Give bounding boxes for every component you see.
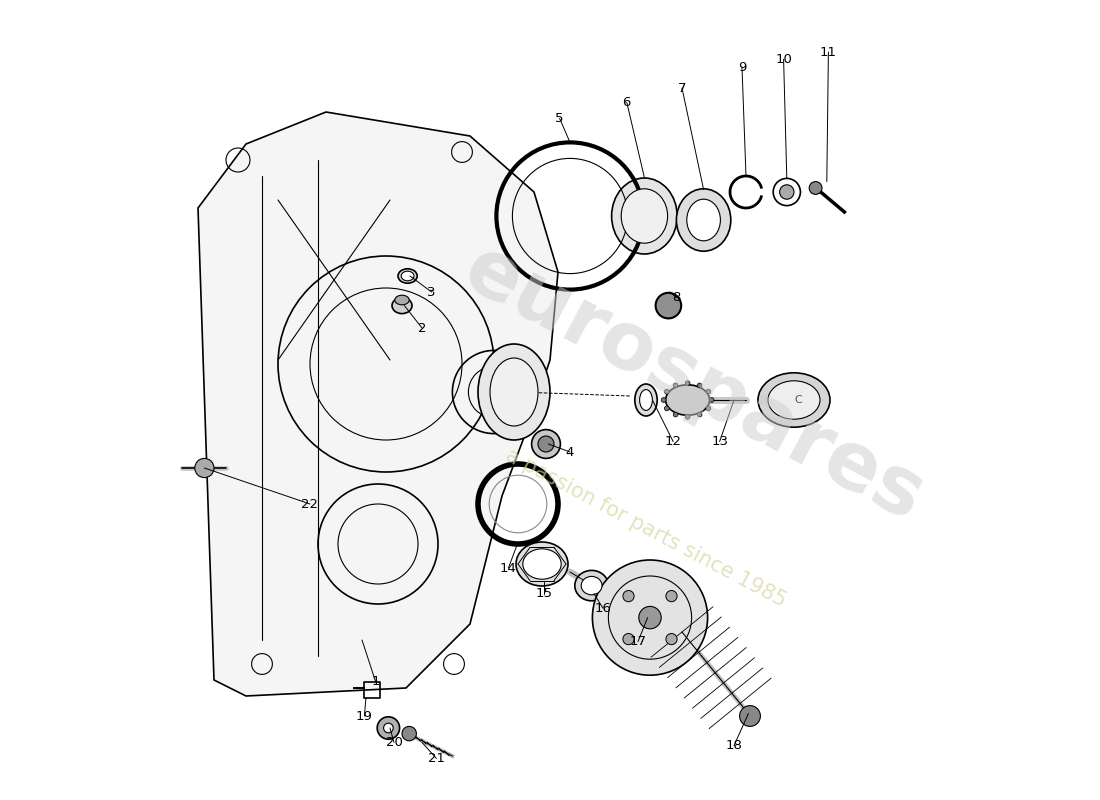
Circle shape xyxy=(697,383,702,388)
Circle shape xyxy=(685,381,690,386)
Ellipse shape xyxy=(392,298,412,314)
Text: 18: 18 xyxy=(726,739,742,752)
Circle shape xyxy=(664,406,669,411)
Text: 14: 14 xyxy=(500,562,517,574)
Text: 11: 11 xyxy=(820,46,837,58)
Circle shape xyxy=(697,412,702,417)
Text: 4: 4 xyxy=(565,446,574,458)
Circle shape xyxy=(593,560,707,675)
Ellipse shape xyxy=(612,178,678,254)
Circle shape xyxy=(402,726,417,741)
Circle shape xyxy=(384,723,393,733)
Text: a passion for parts since 1985: a passion for parts since 1985 xyxy=(503,446,790,610)
Circle shape xyxy=(780,185,794,199)
Circle shape xyxy=(639,606,661,629)
Circle shape xyxy=(664,390,669,394)
Circle shape xyxy=(810,182,822,194)
Circle shape xyxy=(673,412,678,417)
Text: 6: 6 xyxy=(623,96,631,109)
Circle shape xyxy=(710,398,714,402)
Ellipse shape xyxy=(522,549,561,579)
Text: 1: 1 xyxy=(372,675,379,688)
Text: 17: 17 xyxy=(629,635,647,648)
Ellipse shape xyxy=(575,570,608,601)
Circle shape xyxy=(673,383,678,388)
Ellipse shape xyxy=(635,384,657,416)
Circle shape xyxy=(739,706,760,726)
Ellipse shape xyxy=(621,189,668,243)
Ellipse shape xyxy=(758,373,830,427)
Text: 9: 9 xyxy=(738,61,746,74)
Ellipse shape xyxy=(402,271,414,281)
Ellipse shape xyxy=(686,199,720,241)
Text: C: C xyxy=(794,395,802,405)
Text: 21: 21 xyxy=(428,752,444,765)
Circle shape xyxy=(377,717,399,739)
Text: eurospares: eurospares xyxy=(451,230,937,538)
Ellipse shape xyxy=(398,269,417,283)
Circle shape xyxy=(656,293,681,318)
Text: 20: 20 xyxy=(386,736,403,749)
Circle shape xyxy=(706,406,711,411)
Text: 12: 12 xyxy=(664,435,682,448)
Circle shape xyxy=(538,436,554,452)
Ellipse shape xyxy=(395,295,409,305)
Text: 13: 13 xyxy=(711,435,728,448)
Circle shape xyxy=(661,398,666,402)
Text: 7: 7 xyxy=(678,82,686,94)
Text: 10: 10 xyxy=(776,53,792,66)
Ellipse shape xyxy=(666,385,710,415)
Circle shape xyxy=(685,414,690,419)
Circle shape xyxy=(706,390,711,394)
Text: 5: 5 xyxy=(556,112,564,125)
Ellipse shape xyxy=(581,576,602,595)
Circle shape xyxy=(531,430,560,458)
Text: 8: 8 xyxy=(672,291,681,304)
Ellipse shape xyxy=(490,358,538,426)
Text: 3: 3 xyxy=(427,286,436,298)
Circle shape xyxy=(623,590,634,602)
Ellipse shape xyxy=(676,189,730,251)
Polygon shape xyxy=(198,112,558,696)
Text: 22: 22 xyxy=(301,498,319,510)
Ellipse shape xyxy=(639,390,652,410)
Circle shape xyxy=(623,634,634,645)
Circle shape xyxy=(195,458,214,478)
Text: 19: 19 xyxy=(356,710,373,722)
Ellipse shape xyxy=(768,381,820,419)
Ellipse shape xyxy=(478,344,550,440)
Ellipse shape xyxy=(516,542,568,586)
Text: 15: 15 xyxy=(535,587,552,600)
Text: 16: 16 xyxy=(594,602,612,614)
Circle shape xyxy=(666,634,678,645)
Circle shape xyxy=(666,590,678,602)
Text: 2: 2 xyxy=(418,322,427,334)
